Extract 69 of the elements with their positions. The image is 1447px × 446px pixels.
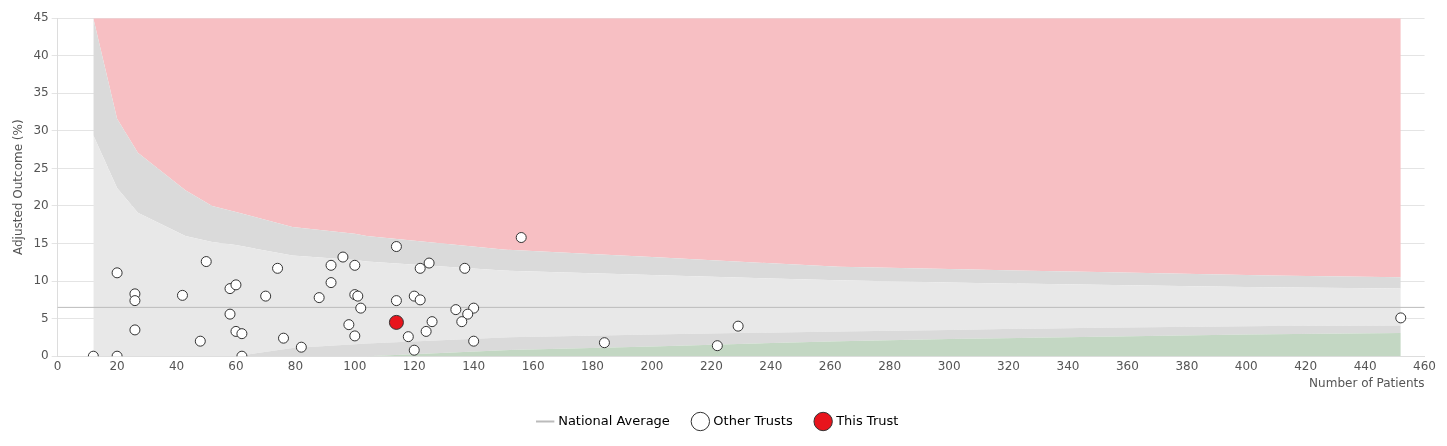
point bbox=[426, 316, 438, 328]
point bbox=[1395, 312, 1407, 324]
x-tick-label: 360 bbox=[1115, 358, 1139, 373]
x-tick-label: 260 bbox=[818, 358, 842, 373]
x-tick-label: 100 bbox=[343, 358, 367, 373]
point bbox=[236, 328, 248, 340]
point bbox=[129, 324, 141, 336]
x-tick-label: 440 bbox=[1353, 358, 1377, 373]
y-tick-label: 0 bbox=[41, 348, 49, 363]
y-tick-label: 35 bbox=[33, 85, 49, 100]
x-tick-label: 380 bbox=[1175, 358, 1199, 373]
y-axis-title: Adjusted Outcome (%) bbox=[11, 119, 26, 256]
point bbox=[402, 331, 414, 343]
point bbox=[129, 295, 141, 307]
point bbox=[230, 279, 242, 291]
point bbox=[349, 330, 361, 342]
y-tick-label: 20 bbox=[33, 198, 49, 213]
point bbox=[278, 332, 289, 344]
point bbox=[343, 319, 355, 331]
point bbox=[450, 304, 462, 316]
point bbox=[355, 302, 367, 314]
y-tick-label: 45 bbox=[33, 10, 49, 25]
point bbox=[260, 290, 272, 302]
point bbox=[414, 294, 426, 306]
x-tick-label: 240 bbox=[759, 358, 783, 373]
point bbox=[711, 340, 723, 352]
x-tick-label: 20 bbox=[109, 358, 125, 373]
point bbox=[194, 335, 206, 347]
y-tick-label: 30 bbox=[33, 122, 49, 137]
y-tick-label: 15 bbox=[33, 235, 49, 250]
point bbox=[462, 308, 474, 320]
point bbox=[224, 308, 236, 320]
x-tick-label: 220 bbox=[699, 358, 723, 373]
y-tick-label: 25 bbox=[33, 160, 49, 175]
point bbox=[325, 277, 337, 289]
x-tick-label: 280 bbox=[878, 358, 902, 373]
x-tick-label: 420 bbox=[1294, 358, 1318, 373]
legend-label: National Average bbox=[558, 412, 670, 428]
y-tick-label: 40 bbox=[33, 47, 49, 62]
point bbox=[732, 320, 744, 332]
point bbox=[456, 316, 468, 328]
x-tick-label: 300 bbox=[937, 358, 961, 373]
point bbox=[388, 314, 404, 330]
x-tick-label: 200 bbox=[640, 358, 664, 373]
x-tick-label: 340 bbox=[1056, 358, 1080, 373]
y-tick-label: 5 bbox=[41, 310, 49, 325]
x-tick-label: 60 bbox=[228, 358, 244, 373]
x-tick-label: 120 bbox=[402, 358, 426, 373]
x-tick-label: 320 bbox=[997, 358, 1020, 373]
point bbox=[176, 289, 188, 301]
point bbox=[390, 295, 402, 307]
x-tick-label: 180 bbox=[581, 358, 604, 373]
point bbox=[468, 335, 480, 347]
point bbox=[420, 325, 432, 337]
x-tick-label: 0 bbox=[53, 358, 62, 373]
legend-label: Other Trusts bbox=[713, 412, 793, 428]
point bbox=[408, 344, 420, 356]
point bbox=[313, 292, 325, 304]
x-tick-label: 40 bbox=[168, 358, 185, 373]
legend-label: This Trust bbox=[835, 412, 899, 428]
y-tick-label: 10 bbox=[33, 273, 49, 288]
x-axis-title: Number of Patients bbox=[1309, 375, 1425, 390]
x-tick-label: 140 bbox=[462, 358, 486, 373]
x-tick-label: 80 bbox=[287, 358, 304, 373]
point bbox=[295, 341, 307, 353]
x-tick-label: 400 bbox=[1234, 358, 1258, 373]
x-tick-label: 460 bbox=[1413, 358, 1436, 373]
x-tick-label: 160 bbox=[521, 358, 545, 373]
point bbox=[598, 337, 610, 349]
